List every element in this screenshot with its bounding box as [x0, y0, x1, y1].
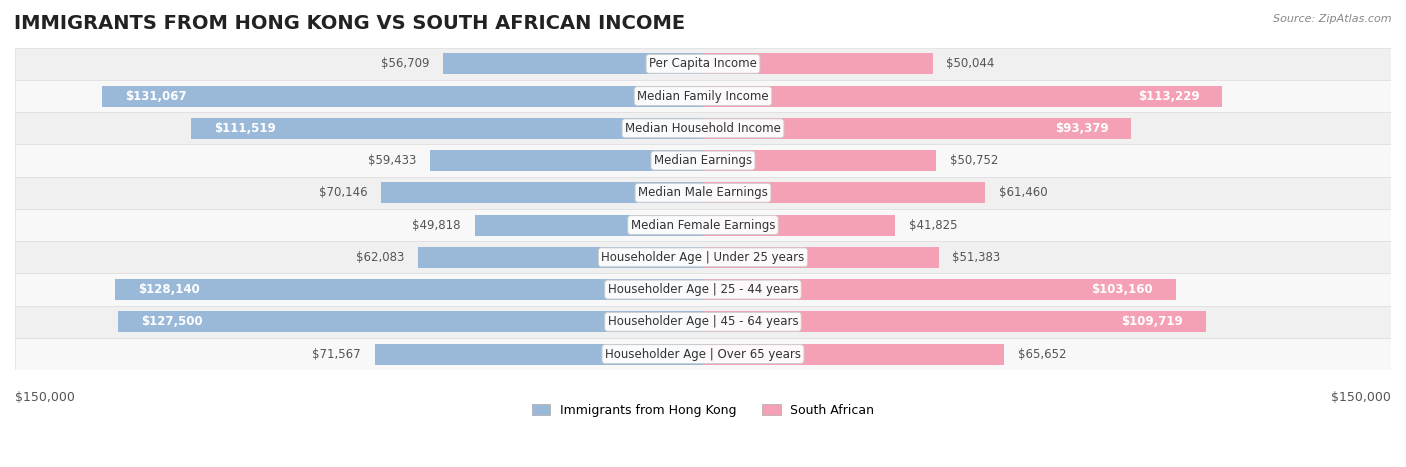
FancyBboxPatch shape — [15, 144, 1391, 177]
FancyBboxPatch shape — [15, 177, 1391, 209]
FancyBboxPatch shape — [15, 241, 1391, 274]
Legend: Immigrants from Hong Kong, South African: Immigrants from Hong Kong, South African — [526, 399, 880, 422]
Text: $93,379: $93,379 — [1054, 122, 1108, 135]
Text: Householder Age | Under 25 years: Householder Age | Under 25 years — [602, 251, 804, 264]
Text: $51,383: $51,383 — [952, 251, 1001, 264]
Text: Median Family Income: Median Family Income — [637, 90, 769, 103]
Text: Median Female Earnings: Median Female Earnings — [631, 219, 775, 232]
FancyBboxPatch shape — [115, 279, 703, 300]
FancyBboxPatch shape — [15, 48, 1391, 80]
Text: $131,067: $131,067 — [125, 90, 187, 103]
Text: $111,519: $111,519 — [215, 122, 276, 135]
FancyBboxPatch shape — [430, 150, 703, 171]
Text: $59,433: $59,433 — [368, 154, 416, 167]
FancyBboxPatch shape — [375, 344, 703, 365]
FancyBboxPatch shape — [703, 85, 1222, 106]
FancyBboxPatch shape — [15, 274, 1391, 306]
FancyBboxPatch shape — [474, 214, 703, 235]
FancyBboxPatch shape — [381, 182, 703, 203]
Text: $50,044: $50,044 — [946, 57, 994, 71]
Text: $65,652: $65,652 — [1018, 347, 1066, 361]
Text: $61,460: $61,460 — [998, 186, 1047, 199]
FancyBboxPatch shape — [703, 118, 1132, 139]
FancyBboxPatch shape — [703, 247, 939, 268]
FancyBboxPatch shape — [15, 112, 1391, 144]
Text: $150,000: $150,000 — [15, 391, 75, 404]
Text: $70,146: $70,146 — [319, 186, 367, 199]
FancyBboxPatch shape — [703, 182, 984, 203]
Text: $113,229: $113,229 — [1137, 90, 1199, 103]
Text: $128,140: $128,140 — [138, 283, 200, 296]
Text: $49,818: $49,818 — [412, 219, 461, 232]
Text: Householder Age | Over 65 years: Householder Age | Over 65 years — [605, 347, 801, 361]
FancyBboxPatch shape — [15, 306, 1391, 338]
FancyBboxPatch shape — [15, 209, 1391, 241]
FancyBboxPatch shape — [15, 80, 1391, 112]
FancyBboxPatch shape — [15, 338, 1391, 370]
Text: Source: ZipAtlas.com: Source: ZipAtlas.com — [1274, 14, 1392, 24]
FancyBboxPatch shape — [703, 279, 1177, 300]
Text: Per Capita Income: Per Capita Income — [650, 57, 756, 71]
FancyBboxPatch shape — [118, 311, 703, 333]
Text: Median Male Earnings: Median Male Earnings — [638, 186, 768, 199]
Text: $62,083: $62,083 — [356, 251, 405, 264]
FancyBboxPatch shape — [418, 247, 703, 268]
FancyBboxPatch shape — [703, 214, 894, 235]
Text: $56,709: $56,709 — [381, 57, 429, 71]
FancyBboxPatch shape — [703, 344, 1004, 365]
Text: Householder Age | 45 - 64 years: Householder Age | 45 - 64 years — [607, 315, 799, 328]
Text: $50,752: $50,752 — [949, 154, 998, 167]
Text: $109,719: $109,719 — [1122, 315, 1184, 328]
Text: $41,825: $41,825 — [908, 219, 957, 232]
FancyBboxPatch shape — [703, 53, 932, 74]
Text: Median Earnings: Median Earnings — [654, 154, 752, 167]
Text: Median Household Income: Median Household Income — [626, 122, 780, 135]
FancyBboxPatch shape — [101, 85, 703, 106]
FancyBboxPatch shape — [703, 311, 1206, 333]
Text: IMMIGRANTS FROM HONG KONG VS SOUTH AFRICAN INCOME: IMMIGRANTS FROM HONG KONG VS SOUTH AFRIC… — [14, 14, 685, 33]
Text: Householder Age | 25 - 44 years: Householder Age | 25 - 44 years — [607, 283, 799, 296]
FancyBboxPatch shape — [191, 118, 703, 139]
Text: $103,160: $103,160 — [1091, 283, 1153, 296]
FancyBboxPatch shape — [443, 53, 703, 74]
Text: $150,000: $150,000 — [1331, 391, 1391, 404]
Text: $127,500: $127,500 — [141, 315, 202, 328]
FancyBboxPatch shape — [703, 150, 936, 171]
Text: $71,567: $71,567 — [312, 347, 361, 361]
